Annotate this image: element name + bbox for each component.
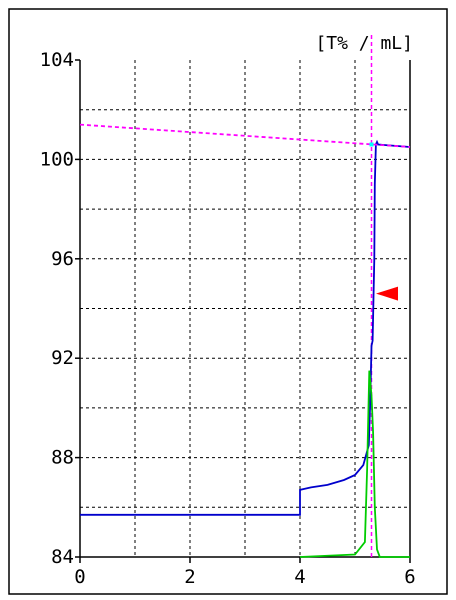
y-tick-label: 100 — [40, 148, 74, 170]
y-tick-label: 88 — [51, 447, 74, 469]
axes — [75, 59, 411, 563]
series-line-2 — [299, 370, 410, 558]
x-tick-label: 4 — [294, 566, 305, 588]
series-line-3 — [79, 123, 411, 148]
series-lines — [79, 35, 411, 558]
window-frame — [8, 8, 448, 595]
y-tick-label: 92 — [51, 347, 74, 369]
markers — [369, 142, 398, 301]
unit-label: [T% / mL] — [315, 33, 413, 54]
point-marker — [369, 142, 374, 147]
arrow-marker — [376, 286, 398, 301]
x-tick-label: 2 — [184, 566, 195, 588]
tick-labels: 84 88 92 96 100 104 0 2 4 6 — [40, 49, 416, 588]
y-tick-label: 96 — [51, 248, 74, 270]
x-tick-label: 6 — [404, 566, 415, 588]
y-tick-label: 84 — [51, 546, 74, 568]
y-tick-label: 104 — [40, 49, 74, 71]
x-tick-label: 0 — [74, 566, 85, 588]
